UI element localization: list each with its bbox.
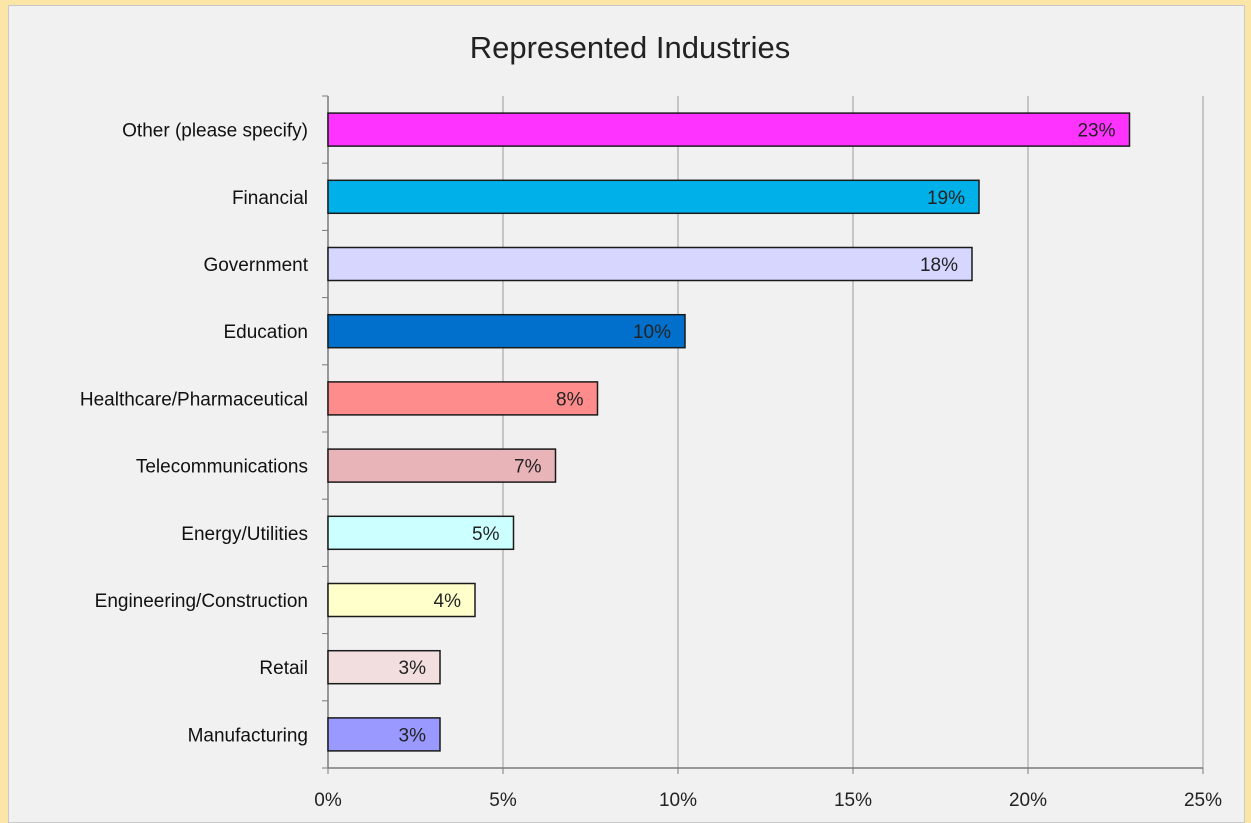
category-label: Financial bbox=[232, 188, 308, 209]
data-label: 7% bbox=[514, 457, 542, 478]
data-label: 8% bbox=[556, 389, 584, 410]
x-tick-label: 25% bbox=[1184, 790, 1222, 811]
data-label: 3% bbox=[399, 725, 427, 746]
category-label: Manufacturing bbox=[188, 725, 308, 746]
data-label: 4% bbox=[434, 591, 462, 612]
data-label: 10% bbox=[633, 322, 671, 343]
x-tick-label: 15% bbox=[834, 790, 872, 811]
labels: 0% 5% 10% 15% 20% 25% Other (please specify) 23… bbox=[80, 121, 1222, 811]
bar bbox=[327, 582, 476, 618]
bar bbox=[327, 179, 980, 215]
bar bbox=[327, 515, 515, 551]
category-label: Other (please specify) bbox=[122, 121, 308, 142]
category-label: Education bbox=[223, 322, 308, 343]
x-tick-label: 20% bbox=[1009, 790, 1047, 811]
x-tick-label: 0% bbox=[314, 790, 342, 811]
data-label: 19% bbox=[927, 188, 965, 209]
bar bbox=[327, 649, 441, 685]
x-tick-label: 5% bbox=[489, 790, 517, 811]
data-label: 23% bbox=[1077, 121, 1115, 142]
bar bbox=[327, 717, 441, 752]
data-label: 3% bbox=[399, 658, 427, 679]
x-tick-label: 10% bbox=[659, 790, 697, 811]
category-label: Energy/Utilities bbox=[181, 524, 308, 545]
data-label: 5% bbox=[472, 524, 500, 545]
category-label: Healthcare/Pharmaceutical bbox=[80, 389, 308, 410]
bar bbox=[327, 112, 1131, 147]
category-label: Telecommunications bbox=[136, 457, 308, 478]
bar bbox=[327, 313, 686, 349]
data-label: 18% bbox=[920, 255, 958, 276]
bar bbox=[327, 448, 557, 483]
bars bbox=[327, 112, 1131, 752]
chart-title: Represented Industries bbox=[470, 30, 791, 65]
category-label: Retail bbox=[259, 658, 308, 679]
bar bbox=[327, 246, 973, 282]
category-label: Government bbox=[203, 255, 308, 276]
bar bbox=[327, 381, 599, 416]
category-label: Engineering/Construction bbox=[95, 591, 308, 612]
